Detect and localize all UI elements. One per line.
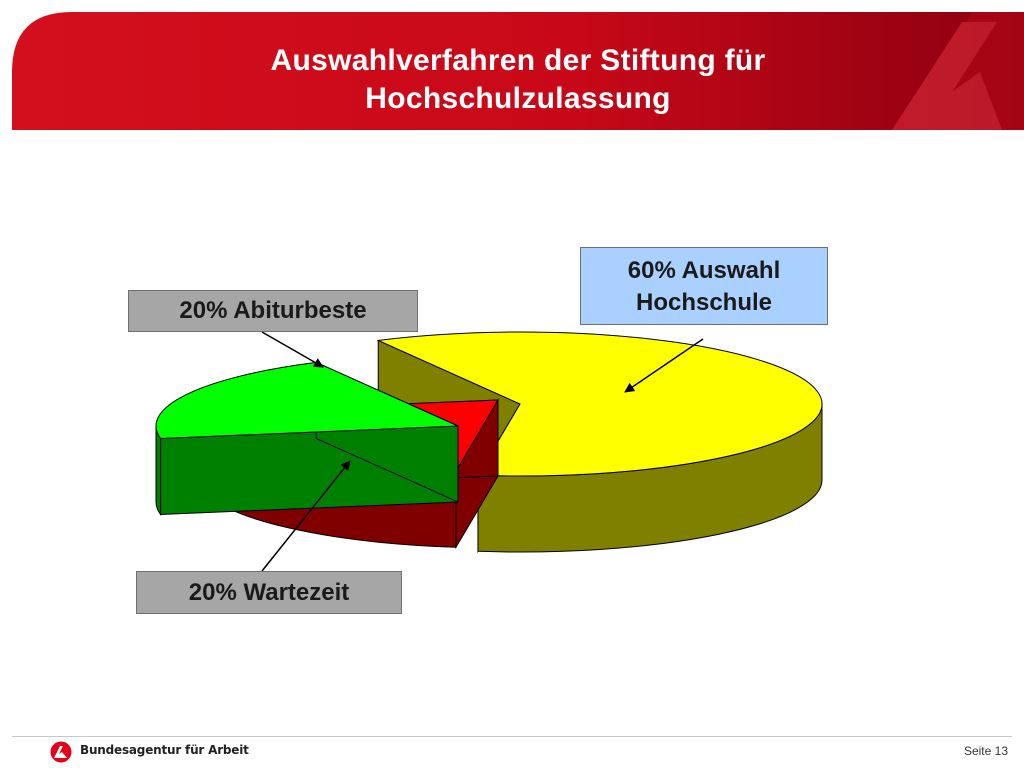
slice-auswahl-hochschule-top	[376, 331, 823, 477]
callout-wartezeit: 20% Wartezeit	[136, 571, 402, 614]
arrow-auswahl-hochschule	[624, 338, 704, 393]
arrow-wartezeit	[261, 460, 351, 572]
arrow-abiturbeste	[261, 331, 324, 368]
page-number: Seite 13	[963, 744, 1008, 758]
callout-abiturbeste: 20% Abiturbeste	[128, 290, 418, 332]
callout-auswahl-line-1: 60% Auswahl	[627, 257, 781, 284]
callout-auswahl-line-2: Hochschule	[635, 289, 773, 316]
ba-logo-icon	[50, 741, 72, 763]
callout-auswahl-hochschule: 60% Auswahl Hochschule	[580, 247, 828, 325]
organization-name: Bundesagentur für Arbeit	[80, 743, 249, 757]
footer-divider	[12, 736, 1012, 737]
title-line-1: Auswahlverfahren der Stiftung für	[270, 44, 766, 77]
header-logo-mark	[892, 12, 1024, 130]
title-line-2: Hochschulzulassung	[365, 82, 671, 115]
header-band: Auswahlverfahren der Stiftung für Hochsc…	[12, 12, 1024, 130]
slice-wartezeit-outer-wall-0	[155, 425, 162, 517]
slice-wartezeit-top	[155, 361, 459, 440]
header-background	[12, 12, 1024, 130]
page-title: Auswahlverfahren der Stiftung für Hochsc…	[12, 42, 1024, 118]
